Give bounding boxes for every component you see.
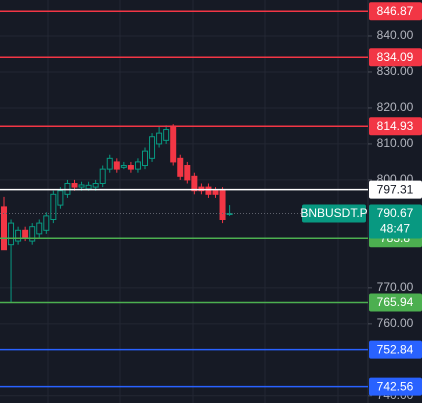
candle-body — [15, 229, 22, 242]
candle-body — [163, 129, 170, 141]
candle-body — [149, 136, 156, 159]
candle-body — [29, 226, 36, 242]
candle-body — [219, 190, 226, 220]
level-label: 797.31 — [377, 182, 414, 196]
candle-body — [142, 150, 148, 167]
symbol-label-bg — [302, 204, 366, 223]
level-label-bg — [369, 2, 422, 21]
level-label-bg — [369, 48, 422, 67]
candle-body — [85, 184, 92, 190]
candle-body — [50, 193, 57, 220]
candle-body — [127, 165, 134, 170]
candle-body — [92, 183, 99, 188]
level-label-bg — [369, 377, 422, 396]
candle-body — [177, 157, 184, 177]
level-label: 752.84 — [377, 342, 414, 356]
candle-body — [99, 168, 106, 185]
y-tick-label: 840.00 — [377, 28, 414, 42]
candle-body — [1, 206, 7, 251]
level-label: 814.93 — [377, 119, 414, 133]
vertical-grid — [47, 0, 339, 403]
candle-body — [43, 215, 50, 231]
y-tick-label: 820.00 — [377, 100, 414, 114]
y-tick-label: 810.00 — [377, 136, 414, 150]
candle-body — [113, 161, 120, 170]
candle-body — [170, 125, 177, 163]
candle-body — [120, 165, 127, 168]
candle-body — [57, 190, 64, 206]
level-label-bg — [369, 293, 422, 312]
candle-body — [212, 190, 219, 195]
candle-body — [156, 132, 163, 145]
candle-body — [205, 186, 212, 195]
level-label-bg — [369, 117, 422, 136]
candle-body — [78, 184, 85, 188]
candle-body — [36, 222, 43, 235]
candle-body — [71, 183, 78, 188]
level-label: 834.09 — [377, 50, 414, 64]
level-label-bg — [369, 340, 422, 359]
y-tick-label: 770.00 — [377, 280, 414, 294]
candle-body — [226, 212, 233, 215]
level-label: 742.56 — [377, 379, 414, 393]
candle-body — [191, 175, 198, 192]
candle-body — [184, 165, 191, 181]
countdown-label: 48:47 — [380, 222, 410, 236]
candle-body — [134, 161, 141, 170]
symbol-label: BNBUSDT.P — [300, 206, 367, 220]
candle-body — [106, 157, 113, 170]
candle-body — [8, 222, 15, 246]
level-label-bg — [369, 180, 422, 199]
y-tick-label: 760.00 — [377, 316, 414, 330]
level-label: 765.94 — [377, 295, 414, 309]
last-price-label: 790.67 — [377, 206, 414, 220]
last-price-bg — [369, 204, 422, 239]
y-tick-label: 830.00 — [377, 64, 414, 78]
level-label: 846.87 — [377, 4, 414, 18]
candle-body — [22, 229, 29, 238]
